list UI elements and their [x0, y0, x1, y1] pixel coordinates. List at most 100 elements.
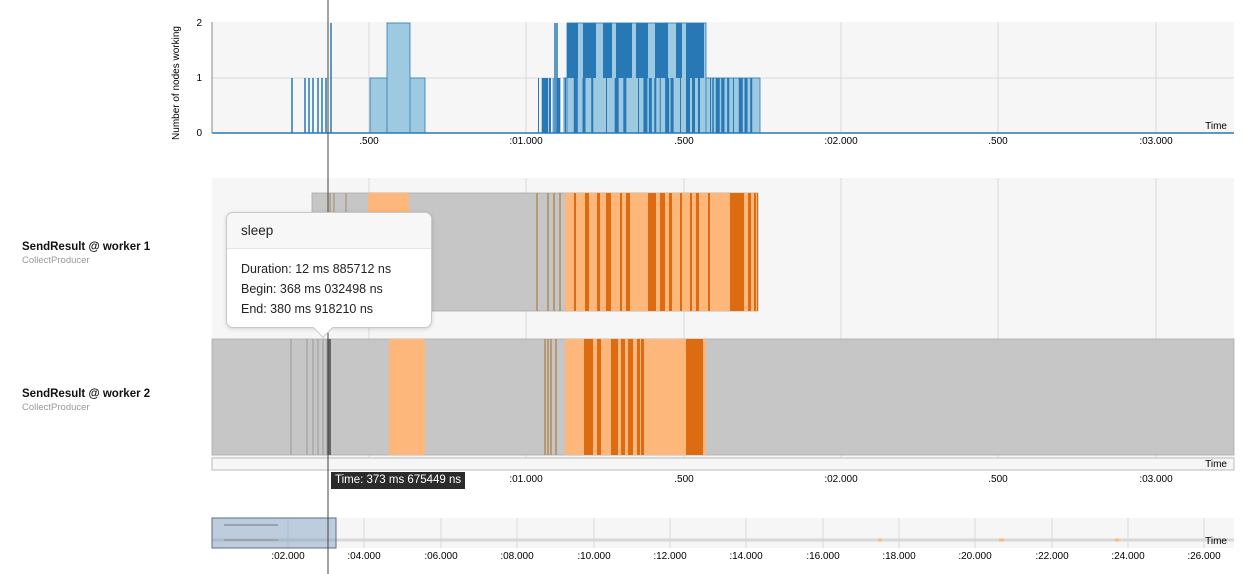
- workload-y-axis-title: Number of nodes working: [171, 26, 182, 140]
- swimlane-subtitle: CollectProducer: [22, 255, 90, 266]
- swimlane-worker-2[interactable]: [211, 338, 1235, 456]
- overview-background: [212, 518, 1234, 548]
- workload-spike: [556, 78, 561, 133]
- timeline-x-tick-label: .500: [674, 474, 694, 485]
- swimlane-label-worker-2: SendResult @ worker 2 CollectProducer: [22, 388, 150, 413]
- compute-event: [730, 193, 744, 311]
- workload-spike: [538, 78, 539, 133]
- overview-x-tick-label: :08.000: [500, 551, 534, 562]
- overview-x-tick-label: :06.000: [424, 551, 458, 562]
- workload-spike: [659, 78, 661, 133]
- selected-event: [328, 339, 331, 455]
- workload-spike: [582, 78, 586, 133]
- tooltip-body: Duration: 12 ms 885712 ns Begin: 368 ms …: [227, 249, 431, 319]
- workload-spike: [655, 23, 668, 78]
- workload-spike: [710, 78, 711, 133]
- workload-spike: [686, 78, 690, 133]
- compute-event: [748, 193, 751, 311]
- workload-spike: [583, 23, 596, 78]
- compute-event: [597, 193, 600, 311]
- overview-x-axis-title: Time: [1205, 536, 1227, 547]
- workload-spike: [643, 78, 648, 133]
- timeline-x-tick-label: .500: [988, 474, 1008, 485]
- compute-event: [621, 339, 625, 455]
- overview-x-tick-label: :22.000: [1035, 551, 1069, 562]
- timeline-x-axis-title: Time: [1205, 459, 1227, 470]
- overview-x-tick-label: :16.000: [806, 551, 840, 562]
- workload-spike: [665, 78, 670, 133]
- overview-x-tick-label: :26.000: [1187, 551, 1221, 562]
- workload-x-tick-label: .500: [359, 136, 379, 147]
- workload-spike: [573, 78, 578, 133]
- workload-x-axis-title: Time: [1205, 121, 1227, 132]
- compute-event: [628, 339, 633, 455]
- workload-spike: [721, 78, 725, 133]
- overview-x-tick-label: :20.000: [958, 551, 992, 562]
- tooltip-duration: Duration: 12 ms 885712 ns: [241, 262, 392, 276]
- compute-event: [620, 193, 622, 311]
- compute-event: [696, 193, 699, 311]
- workload-x-tick-label: :03.000: [1139, 136, 1173, 147]
- compute-event: [690, 193, 692, 311]
- workload-spike: [541, 78, 546, 133]
- workload-spike: [738, 78, 743, 133]
- overview-x-tick-label: :12.000: [653, 551, 687, 562]
- workload-spike: [565, 78, 566, 133]
- y-tick-label: 0: [196, 128, 202, 139]
- cursor-time-label: Time: 373 ms 675449 ns: [331, 472, 466, 489]
- workload-spike: [567, 23, 578, 78]
- y-tick-label: 1: [196, 73, 202, 84]
- compute-event: [585, 193, 589, 311]
- swimlane-title: SendResult @ worker 2: [22, 388, 151, 400]
- workload-spike: [680, 78, 681, 133]
- workload-chart: 2 1 0 Number of nodes working Time .500:…: [171, 18, 1234, 147]
- event-tooltip: sleep Duration: 12 ms 885712 ns Begin: 3…: [226, 212, 432, 338]
- timeline-x-tick-label: :01.000: [509, 474, 543, 485]
- workload-spike: [744, 78, 748, 133]
- workload-spike: [549, 78, 551, 133]
- workload-spike: [623, 78, 627, 133]
- compute-event: [611, 339, 618, 455]
- compute-event: [574, 193, 576, 311]
- compute-event: [626, 193, 630, 311]
- workload-spike: [686, 23, 704, 78]
- workload-spike: [638, 78, 639, 133]
- overview-x-tick-label: :02.000: [271, 551, 305, 562]
- compute-event: [660, 193, 665, 311]
- overview-x-tick-label: :14.000: [729, 551, 763, 562]
- workload-spike: [750, 78, 753, 133]
- overview-brush-selection[interactable]: [211, 517, 337, 549]
- compute-event: [754, 193, 756, 311]
- workload-spike: [603, 23, 612, 78]
- compute-event: [606, 193, 611, 311]
- tooltip-end: End: 380 ms 918210 ns: [241, 302, 374, 316]
- compute-event: [637, 339, 640, 455]
- workload-spike: [606, 78, 607, 133]
- workload-spike: [733, 78, 734, 133]
- workload-spike: [614, 78, 619, 133]
- workload-spike: [670, 78, 674, 133]
- workload-spike: [552, 78, 554, 133]
- tooltip-title: sleep: [227, 213, 431, 249]
- workload-spike: [654, 78, 657, 133]
- overview-x-tick-label: :24.000: [1111, 551, 1145, 562]
- workload-x-tick-label: :01.000: [509, 136, 543, 147]
- workload-spike: [715, 78, 720, 133]
- y-tick-label: 2: [196, 18, 202, 29]
- workload-x-tick-label: .500: [674, 136, 694, 147]
- sleep-event: [389, 339, 425, 455]
- compute-event: [680, 193, 682, 311]
- compute-event: [597, 339, 601, 455]
- swimlane-label-worker-1: SendResult @ worker 1 CollectProducer: [22, 241, 150, 266]
- workload-x-tick-label: .500: [988, 136, 1008, 147]
- workload-spike: [698, 78, 700, 133]
- workload-spike: [692, 78, 695, 133]
- compute-event: [669, 193, 672, 311]
- swimlane-subtitle: CollectProducer: [22, 402, 90, 413]
- overview-x-tick-label: :18.000: [882, 551, 916, 562]
- overview-minimap[interactable]: Time :02.000:04.000:06.000:08.000:10.000…: [211, 517, 1234, 562]
- compute-event: [708, 193, 710, 311]
- overview-x-tick-label: :10.000: [577, 551, 611, 562]
- workload-x-tick-label: :02.000: [824, 136, 858, 147]
